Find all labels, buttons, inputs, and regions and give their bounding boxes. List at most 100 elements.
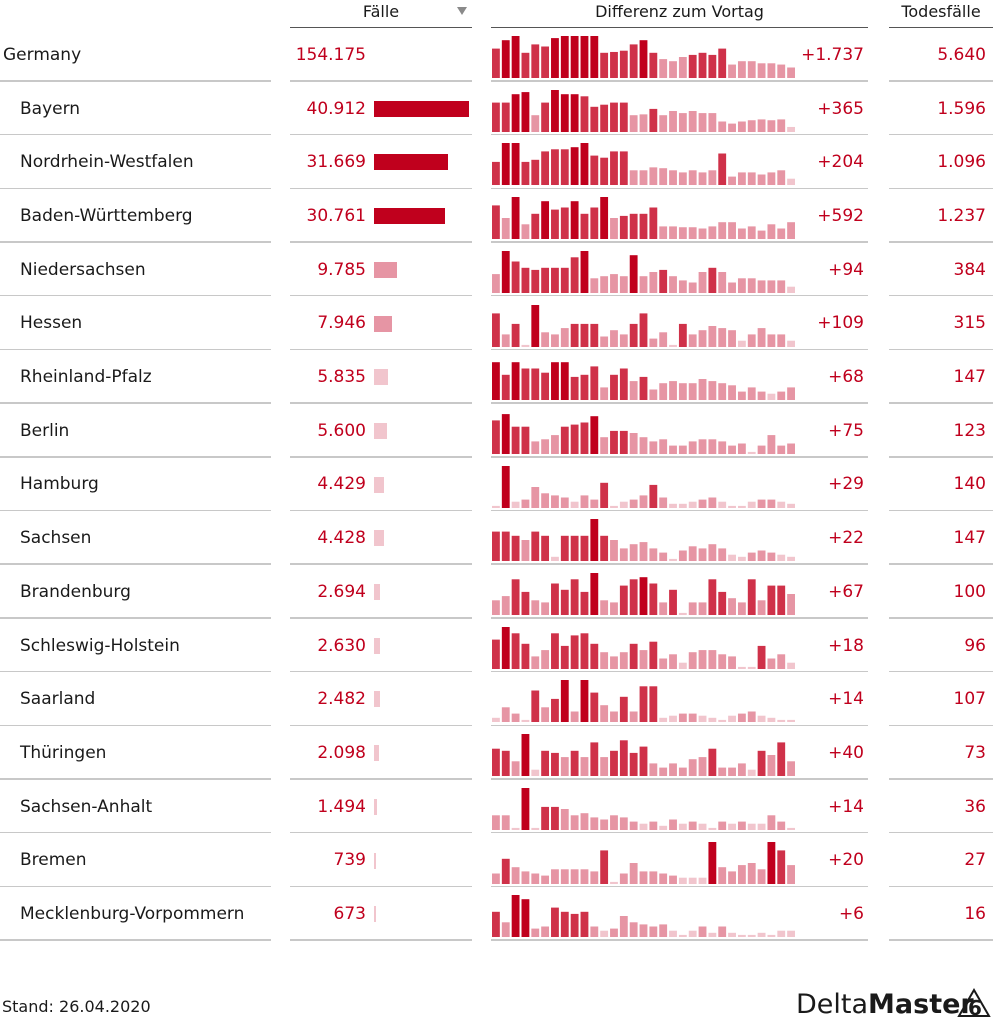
table-row[interactable]: Hamburg 4.429 +29 140 [0,458,998,512]
table-row[interactable]: Hessen 7.946 +109 315 [0,297,998,351]
header-faelle[interactable]: Fälle [362,2,400,21]
sparkline-bar [580,632,589,669]
table-row[interactable]: Bremen 739 +20 27 [0,834,998,888]
table-row[interactable]: Rheinland-Pfalz 5.835 +68 147 [0,350,998,404]
sparkline-bar [580,680,589,723]
sparkline-bar [698,112,707,132]
table-row[interactable]: Berlin 5.600 +75 123 [0,404,998,458]
sparkline-bar [767,224,776,240]
table-row[interactable]: Saarland 2.482 +14 107 [0,672,998,727]
sparkline-bar [747,61,756,78]
sparkline-bar [531,486,540,508]
sparkline-bar [551,362,559,401]
sparkline-bar [737,602,746,615]
sparkline-bar [600,600,609,615]
sparkline-bar [580,536,589,562]
row-separator [0,617,271,619]
sparkline-bar [580,812,589,830]
sparkline-bar [610,374,618,401]
sparkline-bar [718,821,727,830]
sparkline-bar [600,482,609,508]
row-separator [290,724,472,727]
sparkline-bar [767,393,776,401]
row-separator [491,939,868,941]
sparkline-bar [580,143,589,186]
sparkline-bar [541,331,550,347]
sparkline-bar [659,226,668,240]
sparkline-bar [511,895,520,938]
table-row[interactable]: Nordrhein-Westfalen 31.669 +204 1.096 [0,135,998,190]
sparkline-bar [531,368,540,401]
diff-value: +40 [828,742,864,763]
sparkline-bar [570,536,579,562]
sparkline-bar [521,787,530,830]
sparkline-bar [570,914,579,938]
sparkline-bar [590,207,599,240]
table-row[interactable]: Mecklenburg-Vorpommern 673 +6 16 [0,887,998,941]
sparkline-bar [777,64,786,78]
table-row[interactable]: Bayern 40.912 +365 1.596 [0,82,998,136]
sparkline-bar [541,492,550,508]
sparkline-bar [511,426,520,454]
cases-value: 31.669 [306,152,366,173]
header-todesfaelle[interactable]: Todesfälle [901,2,981,21]
sparkline-bar [570,815,579,830]
sparkline-bar [728,554,736,562]
sparkline-bar [590,155,599,186]
sparkline-bar [787,557,795,562]
sparkline-bar [560,757,569,777]
table-row[interactable]: Thüringen 2.098 +40 73 [0,726,998,780]
sparkline-bar [649,108,658,132]
row-separator [0,241,271,243]
sparkline-bar [757,327,766,347]
sparkline-bar [777,849,786,884]
table-row[interactable]: Germany 154.175 +1.737 5.640 [0,28,998,82]
sparkline-bar [511,93,520,132]
sparkline-bar [639,494,648,508]
row-separator [290,939,472,941]
sparkline-bar [649,52,658,78]
sparkline-bar [610,540,618,562]
region-name: Bayern [20,98,81,119]
table-row[interactable]: Schleswig-Holstein 2.630 +18 96 [0,619,998,673]
sparkline-bar [492,505,500,508]
cases-value: 2.098 [317,742,366,763]
sparkline-bar [619,333,628,347]
row-separator [491,617,868,619]
sparkline-bar [737,443,746,454]
sparkline-bar [560,680,569,723]
table-row[interactable]: Sachsen 4.428 +22 147 [0,511,998,565]
sparkline-bar [600,158,609,186]
row-separator [0,563,271,565]
deaths-value: 100 [953,581,986,602]
table-row[interactable]: Brandenburg 2.694 +67 100 [0,565,998,619]
sparkline-bar [787,930,795,938]
sparkline-bar [560,911,569,938]
sparkline-bar [610,102,618,132]
sort-descending-icon[interactable] [457,7,467,15]
sparkline-bar [590,366,599,401]
sparkline-bar [757,499,766,508]
table-row[interactable]: Baden-Württemberg 30.761 +592 1.237 [0,189,998,243]
sparkline-bar [777,445,786,454]
diff-sparkline [492,250,795,293]
sparkline-bar [570,424,579,454]
sparkline-bar [531,827,540,830]
table-row[interactable]: Sachsen-Anhalt 1.494 +14 36 [0,780,998,834]
sparkline-bar [600,387,609,401]
diff-sparkline [492,36,795,78]
sparkline-bar [492,312,500,347]
sparkline-bar [511,713,520,723]
sparkline-bar [659,718,668,723]
header-differenz-zum-vortag[interactable]: Differenz zum Vortag [595,2,764,21]
sparkline-bar [541,201,550,240]
sparkline-bar [560,536,569,562]
cases-bar [374,745,379,762]
sparkline-bar [531,441,540,454]
sparkline-bar [492,48,500,78]
sparkline-bar [501,531,510,562]
sparkline-bar [570,711,579,723]
sparkline-bar [649,763,658,777]
table-row[interactable]: Niedersachsen 9.785 +94 384 [0,243,998,297]
sparkline-bar [511,197,520,240]
